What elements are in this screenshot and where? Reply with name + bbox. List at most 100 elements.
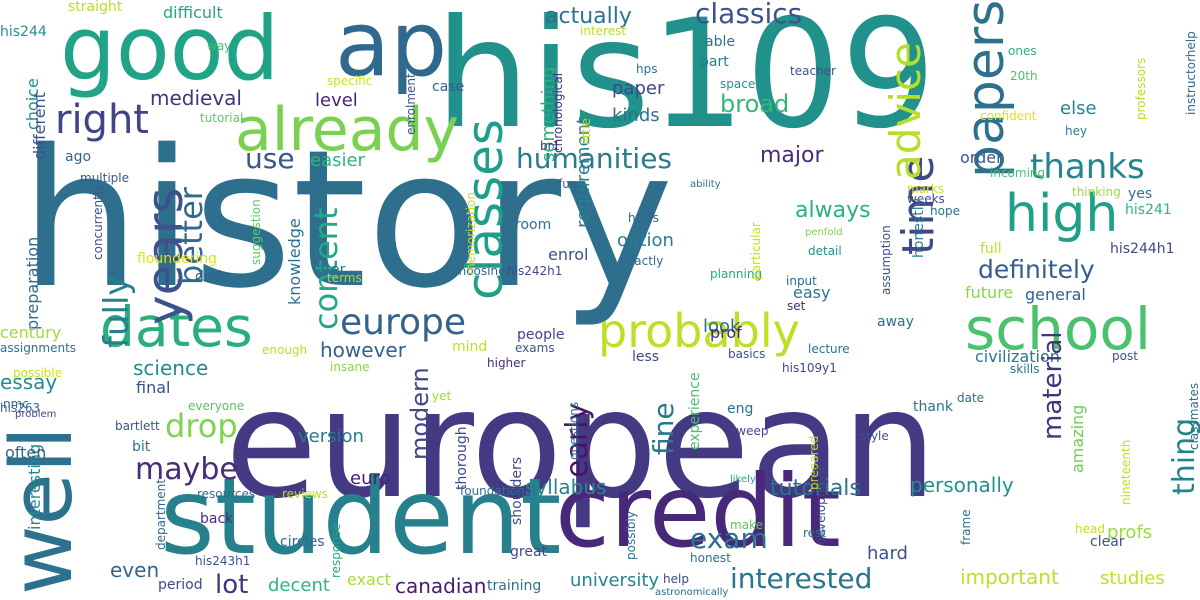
word-lot: lot [215,570,249,600]
word-space: space [720,77,756,91]
word-actually: actually [545,4,632,29]
word-full: full [980,241,1002,257]
word-period: period [158,577,203,593]
word-floundering: floundering [137,251,218,267]
word-fun: fun [558,177,578,191]
word-nmc: nmc [3,397,29,411]
word-bit: bit [132,439,151,455]
word-thanks: thanks [1030,147,1145,187]
word-honestly: honestly [911,198,927,258]
word-insane: insane [330,360,370,374]
word-history: history [20,109,674,330]
word-bartlett: bartlett [115,419,160,433]
word-good: good [60,0,280,100]
word-professors: professors [1134,57,1148,120]
word-https: https [628,211,659,225]
word-later: later [313,262,346,278]
word-difficult: difficult [163,3,223,22]
word-memorization: memorization [464,191,478,275]
word-probably: probably [598,304,800,358]
word-honest: honest [690,551,731,565]
word-different: different [30,92,49,160]
word-concurrently: concurrently [91,184,105,260]
word-planning: planning [710,267,763,281]
word-profs: profs [1107,522,1153,543]
word-choosing: choosing [452,264,506,278]
word-enrol: enrol [548,245,589,264]
word-specific: specific [327,74,373,88]
word-material: material [1038,331,1068,440]
word-student: student [160,456,562,578]
word-case: case [432,79,465,95]
word-chronological: chronological [551,72,565,153]
word-drop: drop [165,407,238,445]
word-head: head [1075,522,1105,536]
word-foundational: foundational [460,484,536,498]
word-incoming: incoming [990,166,1046,180]
word-version: version [298,426,364,447]
word-yet: yet [432,389,452,403]
word-experience: experience [687,372,703,450]
word-always: always [795,198,871,223]
word-clear: clear [1090,534,1125,550]
word-skills: skills [1010,362,1040,376]
word-decent: decent [268,575,330,596]
word-make: make [730,518,763,532]
word-tutorial: tutorial [200,111,244,125]
word-20th: 20th [1010,69,1038,83]
word-future: future [965,283,1014,302]
word-mind: mind [452,339,488,355]
word-broad: broad [720,90,790,118]
word-little: little [579,118,593,145]
word-way: way [207,39,232,53]
word-weeks: weeks [907,192,945,206]
word-back: back [200,511,234,527]
word-amazing: amazing [1068,404,1087,473]
word-knowledge: knowledge [285,218,304,305]
word-university: university [570,570,660,591]
word-frame: frame [959,509,973,545]
word-instructorhelp: instructorhelp [1184,31,1198,115]
word-possibly: possibly [624,511,638,560]
word-less: less [632,349,660,365]
word-classmates: classmates [1187,382,1200,450]
word-people: people [517,327,565,343]
word-assumption: assumption [879,225,893,295]
word-century: century [0,323,62,342]
word-response: response [329,523,343,578]
word-modern: modern [406,367,434,460]
word-right: right [55,97,149,143]
word-straight: straight [68,0,123,15]
word-nineteenth: nineteenth [1119,439,1133,505]
word-kinds: kinds [612,105,660,126]
word-exactly: exactly [620,254,664,268]
word-classics: classics [695,0,803,30]
word-confident: confident [980,109,1037,123]
word-personally: personally [910,473,1014,497]
word-level: level [315,90,358,111]
word-high: high [1005,184,1119,244]
word-resources: resources [197,487,256,501]
word-astronomically: astronomically [655,587,729,598]
word-questions: questions [567,401,581,460]
word-else: else [1060,98,1097,119]
word-department: department [154,479,168,550]
word-medieval: medieval [150,86,242,110]
word-shoulders: shoulders [509,456,525,525]
word-his109y1: his109y1 [782,361,837,375]
word-eng: eng [727,401,754,417]
word-his244h1: his244h1 [1110,241,1175,257]
word-science: science [133,356,209,380]
word-marks: marks [907,182,945,196]
word-easier: easier [310,150,365,171]
word-thank: thank [913,399,953,415]
word-development: development [814,465,828,545]
word-detail: detail [808,244,842,258]
word-already: already [235,95,460,165]
word-ability: ability [690,179,721,190]
word-credit: credit [555,453,841,570]
word-everyone: everyone [188,399,245,413]
word-hard: hard [867,543,908,564]
word-essay: essay [0,370,58,394]
